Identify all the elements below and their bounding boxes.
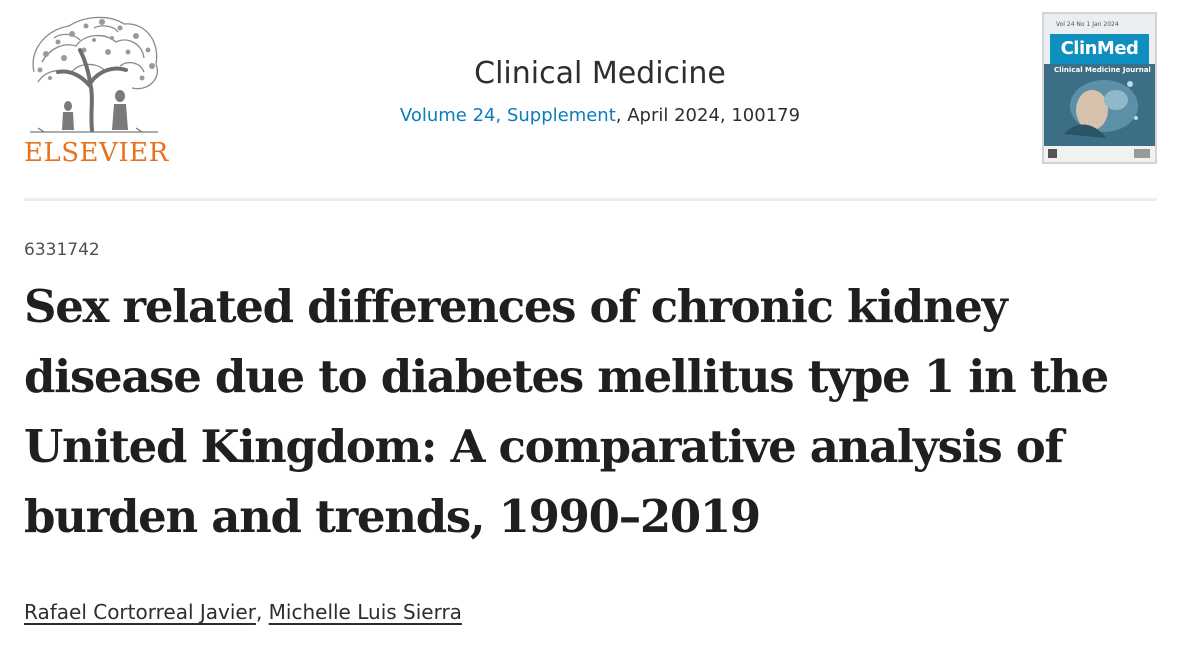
elsevier-wordmark: ELSEVIER: [24, 138, 169, 168]
article-title: Sex related differences of chronic kidne…: [24, 280, 1109, 543]
header-divider: [24, 198, 1157, 201]
journal-header: Clinical Medicine Volume 24, Supplement,…: [300, 56, 900, 128]
issue-date-and-number: , April 2024, 100179: [615, 105, 801, 126]
journal-title-link[interactable]: Clinical Medicine: [474, 56, 726, 91]
tree-of-knowledge-icon: [30, 16, 158, 133]
author-list: Rafael Cortorreal Javier, Michelle Luis …: [24, 598, 462, 626]
journal-cover-thumbnail[interactable]: Vol 24 No 1 Jan 2024 ClinMed Clinical Me…: [1042, 12, 1157, 164]
article-id: 6331742: [24, 240, 100, 260]
volume-link[interactable]: Volume 24, Supplement: [399, 105, 616, 126]
cover-subtitle: Clinical Medicine Journal: [1054, 66, 1151, 74]
journal-issue-info: Volume 24, Supplement, April 2024, 10017…: [300, 104, 900, 128]
cover-volume: Vol 24 No 1 Jan 2024: [1056, 21, 1119, 28]
cover-image: [1044, 14, 1155, 162]
cover-brand: ClinMed: [1050, 34, 1149, 64]
elsevier-logo[interactable]: ELSEVIER: [24, 12, 169, 168]
author-separator: ,: [255, 600, 269, 624]
author-link[interactable]: Rafael Cortorreal Javier: [24, 600, 256, 624]
author-link[interactable]: Michelle Luis Sierra: [268, 600, 462, 624]
